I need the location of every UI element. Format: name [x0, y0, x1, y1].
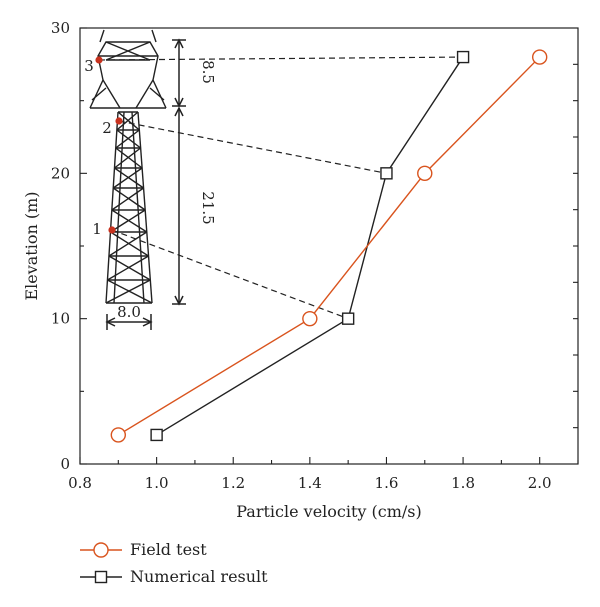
dimension-label-lower: 21.5 [199, 191, 217, 224]
tower-stroke [105, 111, 119, 304]
measure-point-label: 2 [102, 119, 112, 137]
y-tick-label: 30 [51, 19, 70, 37]
data-point-square [456, 50, 470, 64]
legend-marker-circle [93, 542, 109, 558]
y-tick-label: 20 [51, 164, 70, 182]
legend-label: Numerical result [130, 567, 268, 586]
connector-dash [118, 120, 387, 174]
tick-labels: 0.8 1.0 1.2 1.4 1.6 1.8 2.0 0 10 20 30 [51, 19, 552, 492]
connector-dash [111, 229, 349, 320]
dimension-label-base: 8.0 [117, 303, 141, 321]
tower-stroke [108, 231, 148, 257]
tower-illustration [89, 29, 167, 304]
y-axis-title: Elevation (m) [22, 191, 41, 300]
tower-stroke [116, 111, 139, 131]
legend-label: Field test [130, 540, 207, 559]
data-point-square [341, 312, 355, 325]
y-tick-label: 10 [51, 310, 70, 328]
tower-stroke [114, 167, 144, 189]
tower-stroke [116, 129, 142, 149]
x-tick-label: 1.6 [375, 474, 399, 492]
series-field-test [110, 49, 548, 443]
tower-stroke [105, 41, 151, 61]
data-point-circle [302, 310, 318, 327]
tower-stroke [112, 187, 146, 211]
tower-stroke [110, 231, 149, 257]
tower-stroke [89, 41, 167, 109]
tower-stroke [114, 147, 142, 169]
measure-point-dot [108, 226, 116, 234]
tower-stroke [99, 29, 157, 43]
connector-lines [98, 56, 464, 320]
x-tick-label: 1.0 [145, 474, 169, 492]
series-line [156, 56, 464, 436]
tower-stroke [110, 209, 146, 233]
legend: Field test Numerical result [80, 540, 268, 586]
dimension-annotations: 8.5 21.5 8.0 [105, 38, 217, 330]
tower-stroke [115, 129, 140, 149]
dimension-arrow [174, 106, 184, 117]
tower-stroke [115, 147, 143, 169]
data-point-circle [110, 427, 127, 443]
x-axis-title: Particle velocity (cm/s) [236, 502, 422, 521]
axis-ticks [79, 27, 579, 465]
series-line [117, 56, 541, 436]
tower-stroke [117, 111, 140, 131]
series-numerical-result [150, 50, 470, 442]
tower-stroke [111, 209, 148, 233]
tower-stroke [112, 167, 143, 189]
x-tick-label: 0.8 [68, 474, 92, 492]
data-point-square [150, 428, 163, 442]
data-point-circle [417, 165, 433, 182]
legend-marker-square [94, 570, 108, 584]
dimension-label-upper: 8.5 [199, 60, 217, 84]
measure-point-label: 3 [84, 57, 94, 75]
measure-points: 1 2 3 [84, 56, 123, 238]
dimension-arrow [105, 317, 153, 327]
x-tick-label: 2.0 [528, 474, 552, 492]
tower-stroke [107, 279, 153, 304]
connector-dash [98, 56, 464, 61]
tower-stroke [108, 255, 151, 281]
y-tick-label: 0 [60, 455, 70, 473]
data-point-circle [531, 49, 548, 65]
dimension-arrow [174, 97, 184, 108]
tower-stroke [105, 279, 151, 304]
tower-stroke [111, 187, 144, 211]
x-tick-label: 1.2 [221, 474, 245, 492]
tower-stroke [137, 111, 153, 304]
tower-stroke [91, 87, 165, 101]
x-tick-label: 1.8 [451, 474, 475, 492]
data-point-square [380, 167, 393, 180]
measure-point-label: 1 [92, 220, 102, 238]
tower-stroke [107, 255, 149, 281]
measure-point-dot [115, 117, 123, 125]
dimension-arrow [174, 38, 184, 49]
x-tick-label: 1.4 [298, 474, 322, 492]
measure-point-dot [95, 56, 103, 64]
tower-stroke [102, 79, 154, 109]
dimension-arrow [174, 295, 184, 306]
